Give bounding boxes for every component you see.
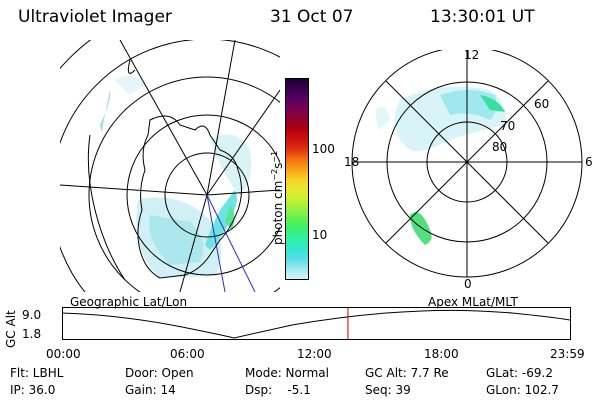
longitude-grid xyxy=(60,40,280,292)
timeline-ytick-bottom: 1.8 xyxy=(22,327,42,341)
colorbar-tick-10: 10 xyxy=(312,228,328,242)
latitude-grid xyxy=(60,40,280,292)
seq-info: Seq: 39 xyxy=(365,383,411,397)
mlat-label-60: 60 xyxy=(534,97,549,111)
timeline-y-label: GC Alt xyxy=(4,310,18,348)
altitude-timeline xyxy=(62,307,571,340)
date-label: 31 Oct 07 xyxy=(270,7,354,27)
flt-info: Flt: LBHL xyxy=(10,366,64,380)
ip-info: IP: 36.0 xyxy=(10,383,56,397)
geographic-caption: Geographic Lat/Lon xyxy=(70,295,188,309)
glat-info: GLat: -69.2 xyxy=(486,366,553,380)
altitude-curve xyxy=(62,309,571,339)
colorbar xyxy=(285,78,309,280)
magnetic-meridian xyxy=(206,194,256,292)
timeline-xtick-2: 12:00 xyxy=(297,347,332,361)
timeline-xtick-3: 18:00 xyxy=(424,347,459,361)
timeline-xtick-1: 06:00 xyxy=(170,347,205,361)
mlt-label-0: 0 xyxy=(464,277,472,290)
mlt-grid xyxy=(352,50,582,277)
colorbar-unit-label: photon cm−2s−1 xyxy=(270,150,285,245)
door-info: Door: Open xyxy=(125,366,194,380)
mlt-label-6: 6 xyxy=(585,155,593,169)
mlt-label-12: 12 xyxy=(464,50,479,62)
colorbar-tick-100: 100 xyxy=(312,142,335,156)
timeline-ytick-top: 9.0 xyxy=(22,308,42,322)
timeline-xtick-4: 23:59 xyxy=(550,347,585,361)
mlt-label-18: 18 xyxy=(344,155,359,169)
time-label: 13:30:01 UT xyxy=(430,7,535,27)
coastline xyxy=(137,115,242,279)
geographic-map xyxy=(60,40,280,292)
glon-info: GLon: 102.7 xyxy=(486,383,559,397)
auroral-emission-magnetic xyxy=(375,86,506,245)
mlat-label-70: 70 xyxy=(500,119,515,133)
magnetic-caption: Apex MLat/MLT xyxy=(428,295,518,309)
mlat-label-80: 80 xyxy=(492,140,507,154)
dsp-info: Dsp: -5.1 xyxy=(245,383,311,397)
gain-info: Gain: 14 xyxy=(125,383,176,397)
auroral-emission xyxy=(100,76,252,278)
instrument-title: Ultraviolet Imager xyxy=(18,7,172,27)
magnetic-map: 12 18 6 0 60 70 80 xyxy=(344,50,593,290)
gc-alt-info: GC Alt: 7.7 Re xyxy=(365,366,449,380)
mode-info: Mode: Normal xyxy=(245,366,329,380)
timeline-xtick-0: 00:00 xyxy=(46,347,81,361)
